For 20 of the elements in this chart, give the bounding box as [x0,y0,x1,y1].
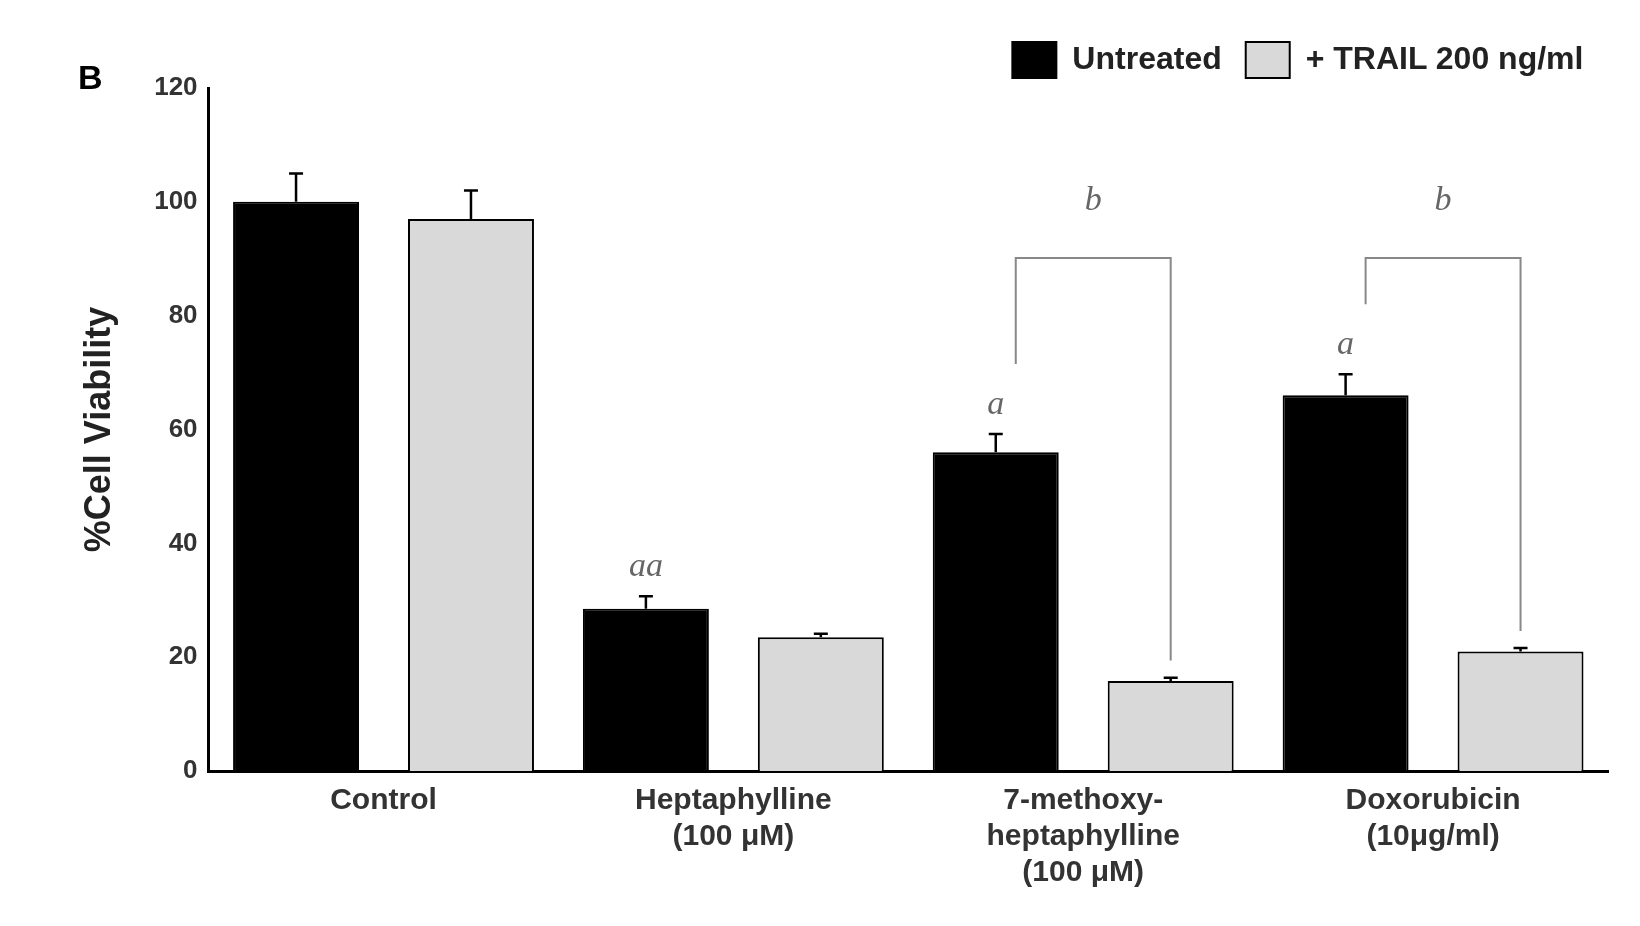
y-axis-title: %Cell Viability [76,306,118,553]
annotation: a [987,383,1005,421]
x-tick-label: 7-methoxy- heptaphylline (100 μM) [986,782,1180,888]
text: B [78,58,103,97]
x-tick-label: Doxorubicin (10μg/ml) [1345,782,1521,852]
annotation: aa [628,546,663,584]
y-tick-label: 0 [183,754,198,785]
annotation: b [1084,179,1102,217]
legend-label: Untreated [1072,39,1222,76]
x-tick-label: Control [330,782,437,816]
x-tick-label: Heptaphylline (100 μM) [635,782,832,852]
y-tick-label: 60 [168,412,198,443]
y-tick-label: 40 [168,526,198,557]
y-tick-label: 20 [168,640,198,671]
annotation: b [1434,179,1452,217]
legend-label: + TRAIL 200 ng/ml [1305,39,1584,76]
y-tick-label: 120 [154,71,198,102]
annotation: a [1337,324,1355,362]
y-tick-label: 80 [168,298,198,329]
y-tick-label: 100 [154,185,198,216]
